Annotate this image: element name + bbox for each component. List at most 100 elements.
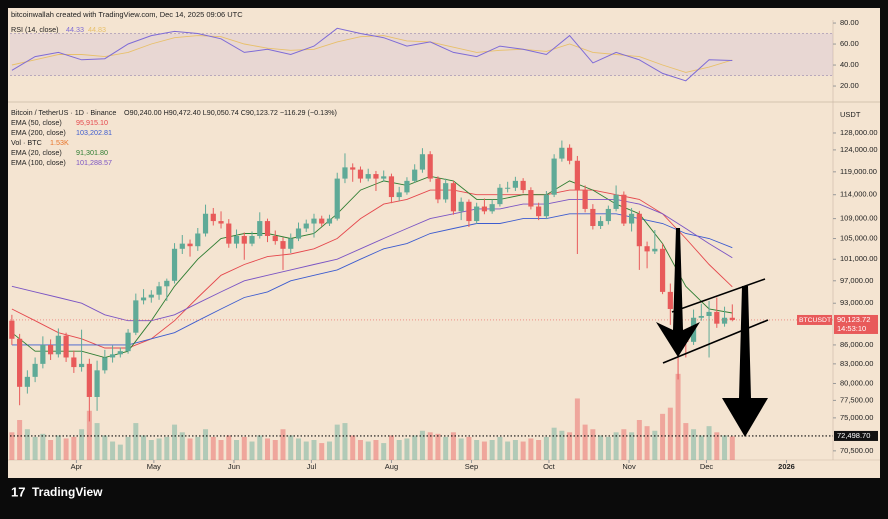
legend-name: Vol · BTC [11, 138, 42, 147]
volume-bar [24, 429, 30, 460]
volume-bar [590, 429, 596, 460]
candle-body [659, 248, 666, 292]
candle-body [17, 338, 23, 387]
volume-bar [660, 413, 666, 460]
candle-body [218, 221, 224, 224]
y-tick-label: 93,000.00 [840, 298, 873, 307]
y-tick-label: 124,000.00 [840, 145, 878, 154]
legend-name: EMA (100, close) [11, 158, 66, 167]
candle-body [249, 236, 255, 244]
volume-bar [629, 432, 635, 460]
volume-bar [48, 440, 54, 460]
candle-body [427, 154, 433, 179]
volume-bar [303, 441, 309, 460]
candle-body [272, 236, 278, 242]
candle-body [117, 351, 123, 355]
candle-body [210, 213, 216, 222]
candle-body [24, 376, 30, 387]
candle-body [481, 206, 488, 212]
candle-body [109, 354, 116, 358]
volume-bar [94, 423, 100, 460]
volume-bar [249, 441, 255, 460]
candle-body [264, 221, 271, 237]
x-tick-label: Sep [465, 462, 478, 471]
volume-bar [381, 443, 387, 460]
candle-body [590, 208, 596, 227]
candle-body [698, 315, 704, 318]
y-tick-label: 75,000.00 [840, 413, 873, 422]
ema-line [11, 213, 733, 346]
volume-bar [574, 398, 580, 460]
legend-name: EMA (20, close) [11, 148, 62, 157]
y-tick-label: 77,500.00 [840, 395, 873, 404]
volume-bar [102, 435, 108, 460]
brand: TradingView [32, 485, 103, 499]
volume-bar [559, 430, 565, 460]
volume-bar [187, 438, 193, 460]
candle-body [78, 363, 85, 368]
volume-bar [474, 440, 480, 460]
volume-bar [156, 438, 162, 460]
volume-bar [357, 440, 363, 460]
candle-body [202, 213, 209, 234]
candle-body [520, 180, 526, 191]
annotations [656, 228, 769, 437]
candle-body [605, 208, 611, 222]
target-box [834, 430, 878, 441]
legend-name: EMA (50, close) [11, 118, 62, 127]
volume-bar [141, 435, 147, 460]
y-tick-label: 86,000.00 [840, 340, 873, 349]
arrow [656, 228, 700, 357]
candle-body [714, 311, 720, 324]
volume-bar [350, 435, 356, 460]
volume-bar [117, 444, 123, 460]
volume-bar [133, 423, 139, 460]
candle-body [512, 180, 518, 188]
volume-bar [365, 441, 371, 460]
candle-body [644, 246, 650, 252]
volume-bar [435, 433, 441, 460]
candle-body [233, 236, 240, 244]
volume-bar [691, 429, 697, 460]
volume-bar [280, 429, 286, 460]
volume-bar [613, 432, 619, 460]
volume-bar [388, 435, 394, 460]
volume-bar [683, 423, 689, 460]
candle-body [489, 204, 495, 212]
volume-bar [729, 436, 735, 460]
volume-bar [489, 440, 495, 460]
candle-body [543, 194, 549, 217]
candle-body [559, 147, 565, 159]
candle-body [241, 236, 247, 244]
x-tick-label: May [147, 462, 161, 471]
ema-line [11, 198, 733, 322]
rsi-name: RSI (14, close) [11, 25, 59, 34]
x-tick-label: Jul [307, 462, 317, 471]
candle-body [706, 311, 712, 316]
legend-value: 103,202.81 [76, 128, 112, 137]
volume-bar [40, 433, 46, 460]
x-tick-label: 2026 [778, 462, 795, 471]
volume-bar [179, 432, 185, 460]
volume-bar [295, 438, 301, 460]
volume-bar [551, 427, 557, 460]
legend-value: 91,301.80 [76, 148, 108, 157]
channel-line [662, 319, 769, 364]
volume-bar [55, 435, 61, 460]
volume-bar [706, 426, 712, 460]
volume-bar [63, 438, 69, 460]
rsi-ma-value: 44.83 [88, 25, 106, 34]
candle-body [652, 248, 658, 252]
candle-body [171, 248, 178, 281]
volume-bar [412, 435, 418, 460]
x-tick-label: Oct [543, 462, 556, 471]
rsi-tick-label: 20.00 [840, 81, 859, 90]
candle-body [334, 178, 340, 219]
volume-bar [218, 440, 224, 460]
symbol-label: BTCUSDT [799, 317, 831, 324]
rsi-tick-label: 40.00 [840, 60, 859, 69]
candle-body [505, 187, 511, 189]
candle-body [404, 180, 410, 193]
candle-body [32, 363, 38, 377]
